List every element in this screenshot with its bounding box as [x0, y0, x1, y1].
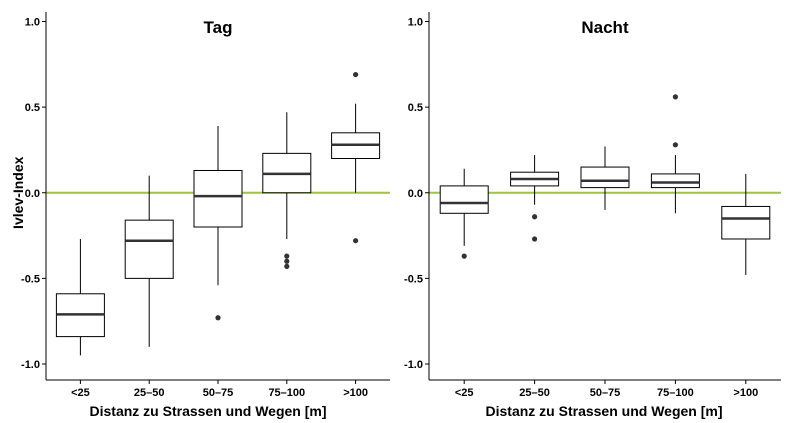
outlier-point	[672, 94, 679, 100]
outlier-point	[215, 315, 221, 321]
outlier-point	[672, 142, 679, 148]
x-tick-label: <25	[71, 387, 90, 399]
outlier-point	[532, 236, 538, 242]
x-axis-title: Distanz zu Strassen und Wegen [m]	[90, 403, 327, 419]
y-tick-label: 0.0	[408, 188, 423, 200]
y-tick-label: 1.0	[408, 17, 423, 29]
outlier-point	[284, 253, 290, 259]
box-iqr	[721, 205, 771, 240]
box-iqr	[193, 169, 243, 228]
y-tick-label: 0.5	[408, 102, 423, 114]
y-tick-label: 1.0	[25, 17, 40, 29]
y-tick-label: 0.5	[25, 102, 40, 114]
outlier-point	[284, 258, 290, 264]
y-tick-label: -1.0	[21, 359, 40, 371]
x-tick-label: >100	[343, 387, 368, 399]
x-tick-label: 75–100	[657, 387, 694, 399]
x-axis-title: Distanz zu Strassen und Wegen [m]	[486, 403, 723, 419]
x-tick-label: <25	[455, 387, 474, 399]
panel-title: Tag	[204, 18, 233, 37]
y-axis-title: Ivlev-Index	[10, 156, 26, 229]
outlier-point	[353, 71, 359, 78]
y-tick-label: -0.5	[21, 273, 40, 285]
x-tick-label: 25–50	[134, 387, 165, 399]
y-tick-label: 0.0	[25, 188, 40, 200]
outlier-point	[532, 214, 538, 220]
x-tick-label: 50–75	[590, 387, 621, 399]
x-tick-label: 75–100	[268, 387, 305, 399]
box-iqr	[439, 185, 489, 214]
outlier-point	[461, 253, 467, 259]
outlier-point	[284, 263, 290, 269]
box-iqr	[124, 219, 174, 279]
x-tick-label: >100	[733, 387, 758, 399]
outlier-point	[353, 238, 359, 244]
y-tick-label: -0.5	[404, 273, 423, 285]
box-iqr	[650, 173, 700, 189]
panel-title: Nacht	[581, 18, 629, 37]
y-tick-label: -1.0	[404, 359, 423, 371]
box-iqr	[580, 166, 630, 189]
x-tick-label: 50–75	[203, 387, 234, 399]
x-tick-label: 25–50	[519, 387, 550, 399]
